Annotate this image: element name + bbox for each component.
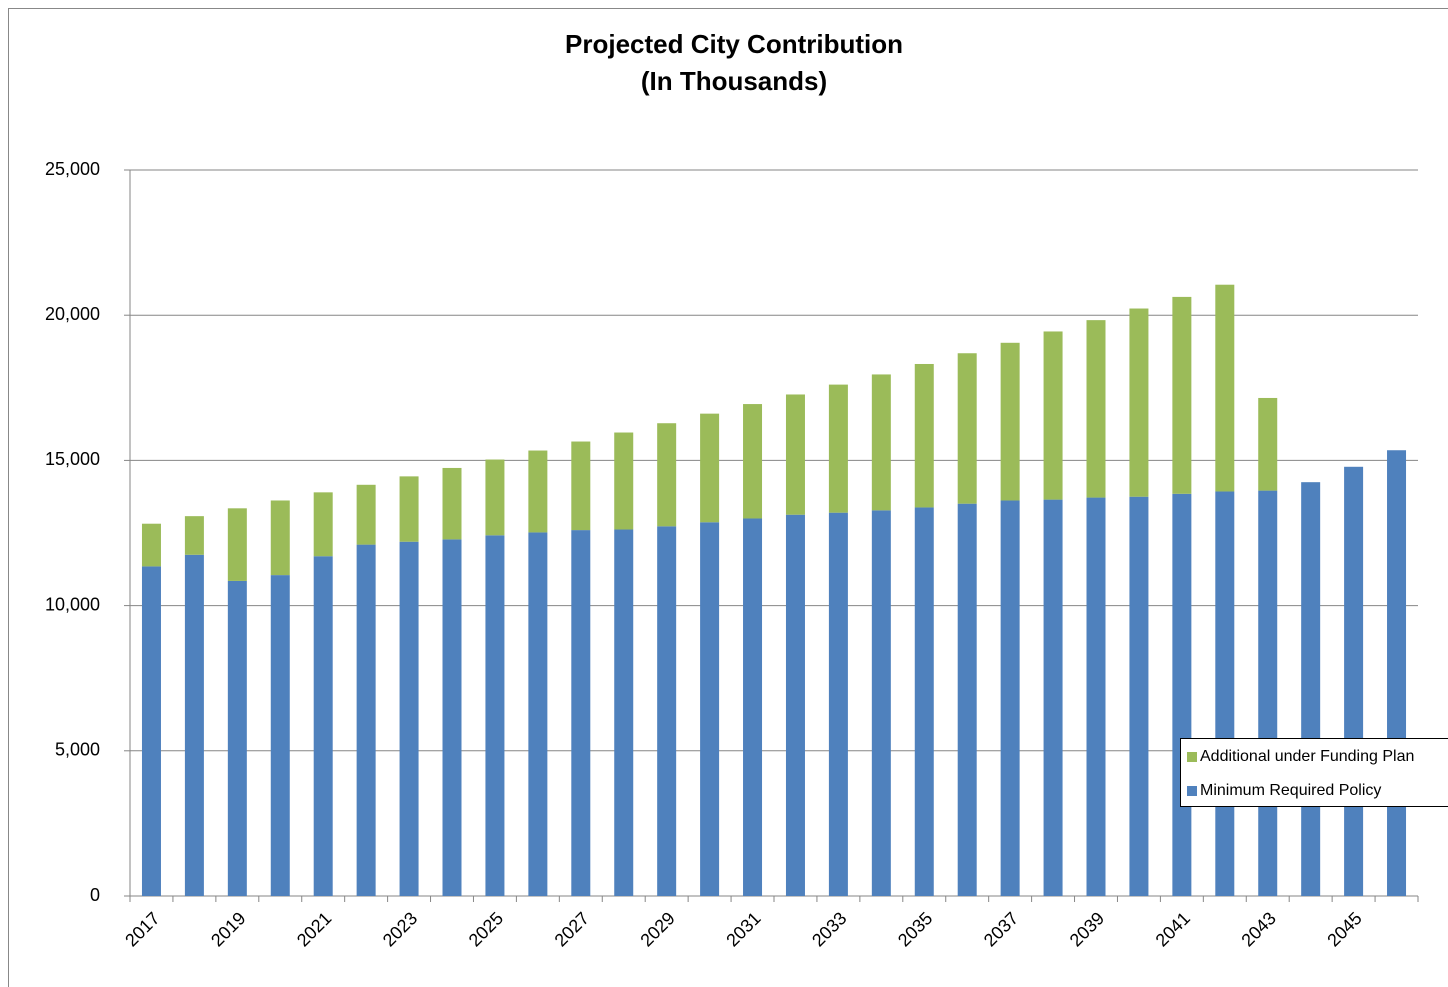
legend-label: Additional under Funding Plan [1200,748,1414,765]
bar-segment [614,529,634,896]
legend: Additional under Funding Plan Minimum Req… [1180,738,1448,807]
bar-segment [743,404,763,519]
bar-segment [356,544,376,896]
legend-box [1180,738,1448,807]
bar-segment [743,518,763,896]
bar-segment [184,554,204,896]
legend-swatch [1187,752,1197,762]
legend-label: Minimum Required Policy [1200,782,1381,799]
bar-segment [785,514,805,896]
bar-segment [141,566,161,896]
bar-segment [1086,320,1106,498]
bar-segment [1258,397,1278,491]
chart-subtitle: (In Thousands) [641,66,827,96]
bar-segment [184,516,204,555]
legend-swatch [1187,786,1197,796]
bar-segment [227,508,247,581]
bar-segment [270,500,290,576]
y-tick-label: 0 [90,885,100,905]
bar-segment [1387,450,1407,896]
bar-segment [528,450,548,533]
bar-segment [399,541,419,896]
bar-segment [871,374,891,511]
bar-segment [700,522,720,896]
bar-segment [571,441,591,531]
bar-segment [657,423,677,527]
bar-segment [227,580,247,896]
y-tick-label: 10,000 [45,594,100,614]
y-tick-label: 25,000 [45,159,100,179]
y-tick-label: 15,000 [45,449,100,469]
chart-border [8,8,1448,987]
bar-segment [1215,491,1235,896]
bar-segment [914,507,934,896]
y-tick-label: 5,000 [55,740,100,760]
bar-segment [356,484,376,545]
bar-segment [914,363,934,508]
bar-segment [1172,296,1192,494]
bar-segment [1129,308,1149,497]
bar-segment [1258,490,1278,896]
bar-segment [1043,331,1063,500]
bar-segment [571,530,591,896]
bar-segment [700,413,720,523]
bar-segment [828,512,848,896]
bar-segment [1000,500,1020,896]
bar-segment [957,503,977,896]
bar-segment [1344,466,1364,896]
bar-segment [313,492,333,557]
bar-segment [442,467,462,540]
bar-segment [485,459,505,536]
bar-segment [485,535,505,896]
bar-segment [1301,482,1321,896]
bar-segment [442,539,462,896]
bar-segment [828,384,848,513]
bar-segment [528,532,548,896]
bar-segment [657,526,677,896]
bar-segment [785,394,805,515]
chart-title: Projected City Contribution [565,29,903,59]
bar-segment [399,476,419,542]
bar-segment [1086,497,1106,896]
y-tick-label: 20,000 [45,304,100,324]
bar-segment [1000,342,1020,501]
bar-segment [270,575,290,896]
bar-segment [1172,493,1192,896]
bar-segment [614,432,634,530]
bar-segment [1215,284,1235,492]
bar-segment [313,556,333,896]
bar-segment [1043,499,1063,896]
bar-segment [957,353,977,504]
bar-segment [871,510,891,896]
bar-segment [141,523,161,567]
bar-segment [1129,496,1149,896]
